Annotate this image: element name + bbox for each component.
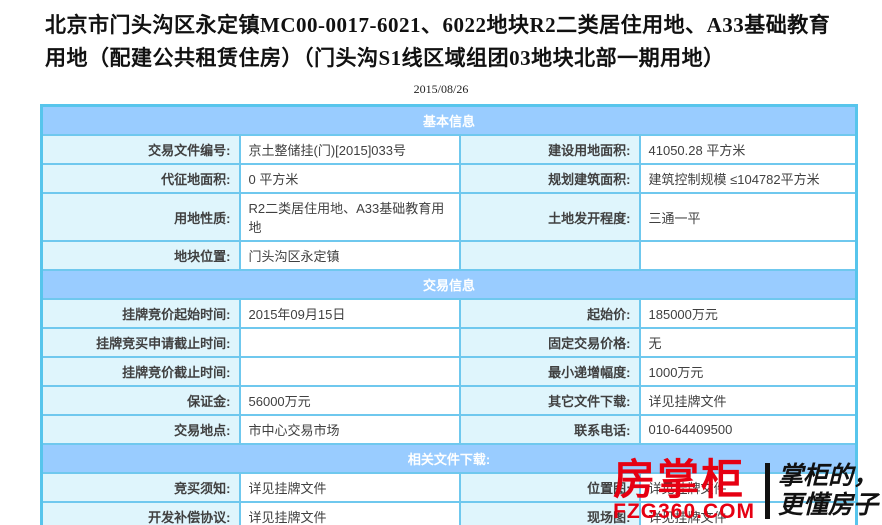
field-label: 固定交易价格: xyxy=(458,327,641,358)
field-value: 详见挂牌文件 xyxy=(638,501,858,525)
field-value xyxy=(638,240,858,271)
field-value xyxy=(238,356,461,387)
field-value: 0 平方米 xyxy=(238,163,461,194)
field-value: R2二类居住用地、A33基础教育用地 xyxy=(238,192,461,242)
field-label: 挂牌竞买申请截止时间: xyxy=(40,327,241,358)
field-value: 建筑控制规模 ≤104782平方米 xyxy=(638,163,858,194)
land-info-table-body: 基本信息 交易文件编号: 京土整储挂(门)[2015]033号 建设用地面积: 4105… xyxy=(40,104,858,525)
table-row: 挂牌竞价截止时间: 最小递增幅度: 1000万元 xyxy=(40,356,858,387)
field-value xyxy=(238,327,461,358)
section-header-row: 基本信息 xyxy=(40,104,858,136)
field-value: 2015年09月15日 xyxy=(238,298,461,329)
field-label: 现场图: xyxy=(458,501,641,525)
field-value: 三通一平 xyxy=(638,192,858,242)
land-info-table: 基本信息 交易文件编号: 京土整储挂(门)[2015]033号 建设用地面积: 4105… xyxy=(40,104,859,525)
table-row: 代征地面积: 0 平方米 规划建筑面积: 建筑控制规模 ≤104782平方米 xyxy=(40,163,858,194)
field-label: 规划建筑面积: xyxy=(458,163,641,194)
field-label: 最小递增幅度: xyxy=(458,356,641,387)
table-row: 交易地点: 市中心交易市场 联系电话: 010-64409500 xyxy=(40,414,858,445)
field-label xyxy=(458,240,641,271)
publish-date: 2015/08/26 xyxy=(413,82,469,96)
section-header: 基本信息 xyxy=(40,104,858,136)
field-label: 起始价: xyxy=(458,298,641,329)
field-label: 交易地点: xyxy=(40,414,241,445)
table-row: 挂牌竞价起始时间: 2015年09月15日 起始价: 185000万元 xyxy=(40,298,858,329)
section-header: 相关文件下载: xyxy=(40,443,858,474)
table-row: 保证金: 56000万元 其它文件下载: 详见挂牌文件 xyxy=(40,385,858,416)
field-label: 开发补偿协议: xyxy=(40,501,241,525)
field-label: 建设用地面积: xyxy=(458,134,641,165)
table-row: 地块位置: 门头沟区永定镇 xyxy=(40,240,858,271)
field-value: 无 xyxy=(638,327,858,358)
field-value: 门头沟区永定镇 xyxy=(238,240,461,271)
section-header-row: 交易信息 xyxy=(40,269,858,300)
field-value: 56000万元 xyxy=(238,385,461,416)
field-value: 详见挂牌文件 xyxy=(638,472,858,503)
field-value: 41050.28 平方米 xyxy=(638,134,858,165)
field-label: 地块位置: xyxy=(40,240,241,271)
table-row: 交易文件编号: 京土整储挂(门)[2015]033号 建设用地面积: 41050.28… xyxy=(40,134,858,165)
table-row: 竞买须知: 详见挂牌文件 位置图: 详见挂牌文件 xyxy=(40,472,858,503)
field-label: 联系电话: xyxy=(458,414,641,445)
field-label: 交易文件编号: xyxy=(40,134,241,165)
table-row: 挂牌竞买申请截止时间: 固定交易价格: 无 xyxy=(40,327,858,358)
field-value: 详见挂牌文件 xyxy=(238,501,461,525)
section-header: 交易信息 xyxy=(40,269,858,300)
field-value: 1000万元 xyxy=(638,356,858,387)
field-label: 挂牌竞价起始时间: xyxy=(40,298,241,329)
field-label: 用地性质: xyxy=(40,192,241,242)
page-title: 北京市门头沟区永定镇MC00-0017-6021、6022地块R2二类居住用地、… xyxy=(45,13,831,70)
field-value: 185000万元 xyxy=(638,298,858,329)
field-value: 京土整储挂(门)[2015]033号 xyxy=(238,134,461,165)
field-label: 位置图: xyxy=(458,472,641,503)
field-label: 土地发开程度: xyxy=(458,192,641,242)
field-label: 竞买须知: xyxy=(40,472,241,503)
field-value: 详见挂牌文件 xyxy=(638,385,858,416)
table-row: 开发补偿协议: 详见挂牌文件 现场图: 详见挂牌文件 xyxy=(40,501,858,525)
section-header-row: 相关文件下载: xyxy=(40,443,858,474)
field-label: 保证金: xyxy=(40,385,241,416)
field-label: 挂牌竞价截止时间: xyxy=(40,356,241,387)
field-value: 市中心交易市场 xyxy=(238,414,461,445)
field-label: 其它文件下载: xyxy=(458,385,641,416)
field-value: 010-64409500 xyxy=(638,414,858,445)
field-label: 代征地面积: xyxy=(40,163,241,194)
field-value: 详见挂牌文件 xyxy=(238,472,461,503)
table-row: 用地性质: R2二类居住用地、A33基础教育用地 土地发开程度: 三通一平 xyxy=(40,192,858,242)
